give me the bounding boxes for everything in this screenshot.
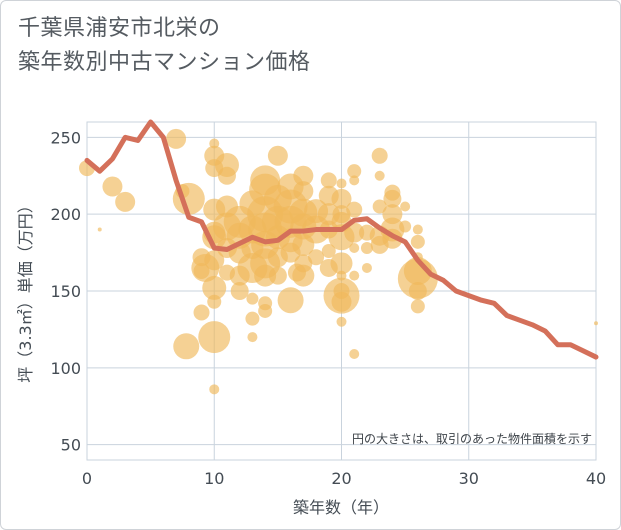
scatter-point <box>247 332 258 343</box>
scatter-point <box>349 175 360 186</box>
bubbles <box>79 128 598 395</box>
scatter-point <box>349 242 360 253</box>
scatter-point <box>293 165 314 186</box>
scatter-point <box>204 250 225 271</box>
chart-title: 千葉県浦安市北栄の 築年数別中古マンション価格 <box>18 12 311 80</box>
scatter-point <box>230 282 249 300</box>
scatter-point <box>173 333 200 360</box>
scatter-point <box>102 176 123 197</box>
scatter-point <box>217 166 236 185</box>
y-tick-label: 250 <box>50 128 81 147</box>
scatter-point <box>321 244 336 259</box>
scatter-point <box>361 262 372 273</box>
scatter-point <box>308 249 325 266</box>
scatter-point <box>372 199 387 214</box>
scatter-point <box>347 164 362 179</box>
scatter-point <box>209 138 220 149</box>
x-tick-label: 0 <box>82 469 92 488</box>
scatter-point <box>410 234 425 249</box>
scatter-point <box>268 266 287 285</box>
scatter-point <box>336 316 347 327</box>
scatter-point <box>193 304 210 321</box>
trend-line <box>84 119 599 360</box>
scatter-point <box>344 222 365 243</box>
y-tick-label: 50 <box>61 436 81 455</box>
scatter-point <box>360 241 373 254</box>
scatter-point <box>320 172 337 189</box>
scatter-point <box>293 181 314 202</box>
trend-line-layer <box>84 119 599 360</box>
scatter-point <box>246 292 259 305</box>
scatter-point <box>198 321 231 354</box>
x-tick-label: 30 <box>459 469 479 488</box>
scatter-point <box>166 128 187 149</box>
title-line-2: 築年数別中古マンション価格 <box>18 50 311 75</box>
x-axis-title: 築年数（年） <box>293 498 389 517</box>
scatter-point <box>349 348 360 359</box>
scatter-point <box>258 303 273 318</box>
scatter-point <box>371 147 388 164</box>
scatter-point <box>254 264 277 287</box>
y-tick-label: 200 <box>50 205 81 224</box>
scatter-point <box>383 189 402 208</box>
scatter-point <box>349 270 360 281</box>
scatter-point <box>115 191 136 212</box>
size-note: 円の大きさは、取引のあった物件面積を示す <box>352 431 592 446</box>
scatter-point <box>400 201 411 212</box>
scatter-point <box>209 384 220 395</box>
scatter-point <box>410 299 425 314</box>
scatter-point <box>412 224 423 235</box>
scatter-point <box>336 178 347 189</box>
scatter-point <box>346 201 363 218</box>
axes: 50 100 150 200 250 0 10 20 30 40 <box>50 128 606 488</box>
scatter-point <box>399 220 412 233</box>
y-axis-title: 坪（3.3㎡）単価（万円） <box>16 197 35 382</box>
scatter-point <box>202 275 227 300</box>
scatter-point <box>408 282 427 300</box>
scatter-point <box>331 188 352 209</box>
scatter-point <box>374 170 385 181</box>
x-tick-label: 40 <box>586 469 606 488</box>
scatter-point <box>267 145 288 166</box>
x-tick-label: 10 <box>204 469 224 488</box>
scatter-point <box>207 294 222 309</box>
scatter-point <box>330 252 353 275</box>
x-tick-label: 20 <box>331 469 351 488</box>
scatter-point <box>594 321 598 326</box>
scatter-point <box>292 264 315 287</box>
scatter-point <box>97 227 102 232</box>
scatter-point <box>277 287 304 314</box>
scatter-point <box>323 277 360 314</box>
y-tick-label: 150 <box>50 282 81 301</box>
title-line-1: 千葉県浦安市北栄の <box>18 16 221 41</box>
scatter-point <box>245 311 260 326</box>
y-tick-label: 100 <box>50 359 81 378</box>
